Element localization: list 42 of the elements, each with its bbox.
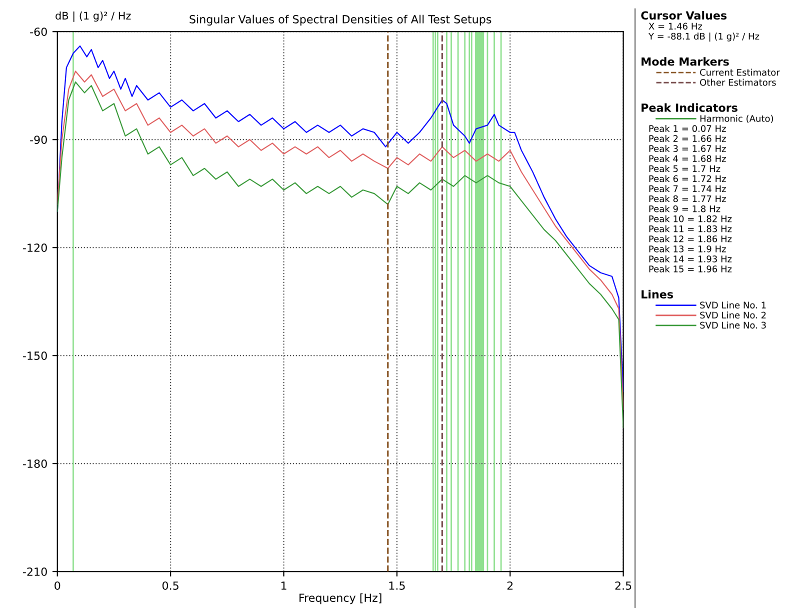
- x-tick-label: 1: [281, 582, 286, 590]
- text: Peak 6 = 1.72 Hz: [649, 175, 726, 182]
- x-tick-label: 0: [54, 581, 60, 590]
- text: Peak 13 = 1.9 Hz: [649, 245, 726, 252]
- text: Peak 1 = 0.07 Hz: [649, 124, 726, 132]
- y-tick-label: -150: [22, 352, 47, 360]
- y-tick-label: -120: [22, 244, 47, 252]
- legend-label: SVD Line No. 2: [700, 312, 766, 319]
- legend-label: SVD Line No. 1: [700, 302, 766, 309]
- text: Peak 11 = 1.83 Hz: [649, 225, 732, 232]
- x-tick-label: 2: [507, 581, 513, 590]
- legend-title: Lines: [642, 290, 674, 299]
- text: Current Estimator: [700, 68, 780, 76]
- text: Peak 8 = 1.77 Hz: [649, 195, 726, 202]
- text: Peak 12 = 1.86 Hz: [649, 235, 732, 242]
- text: Peak 10 = 1.82 Hz: [649, 215, 732, 222]
- x-tick-label: 1.5: [389, 582, 405, 590]
- text: Harmonic (Auto): [700, 114, 774, 123]
- x-axis-title: Frequency [Hz]: [300, 593, 382, 604]
- y-tick-label: -60: [30, 28, 47, 36]
- text: Peak 4 = 1.68 Hz: [649, 155, 726, 162]
- text: Mode Markers: [642, 57, 729, 66]
- x-tick-label: 2.5: [615, 581, 632, 590]
- text: Peak 2 = 1.66 Hz: [649, 134, 726, 142]
- text: Peak Indicators: [642, 103, 738, 112]
- y-axis-title: dB | (1 g)² / Hz: [56, 11, 131, 22]
- text: Peak 5 = 1.7 Hz: [649, 165, 720, 172]
- chart-title: Singular Values of Spectral Densities of All Test Setups: [190, 14, 492, 26]
- text: X = 1.46 Hz: [648, 22, 702, 30]
- text: Peak 7 = 1.74 Hz: [649, 185, 726, 192]
- text: Peak 15 = 1.96 Hz: [649, 265, 732, 272]
- text: Peak 14 = 1.93 Hz: [649, 255, 732, 262]
- text: Peak 3 = 1.67 Hz: [649, 145, 726, 152]
- legend-label: SVD Line No. 3: [700, 322, 766, 329]
- text: Cursor Values: [641, 11, 727, 20]
- text: Y = -88.1 dB | (1 g)² / Hz: [648, 32, 760, 42]
- y-tick-label: -210: [22, 567, 47, 576]
- y-tick-label: -90: [30, 136, 47, 144]
- x-tick-label: 0.5: [162, 581, 178, 590]
- text: Other Estimators: [700, 78, 776, 86]
- text: Peak 9 = 1.8 Hz: [649, 205, 720, 212]
- y-tick-label: -180: [22, 460, 47, 468]
